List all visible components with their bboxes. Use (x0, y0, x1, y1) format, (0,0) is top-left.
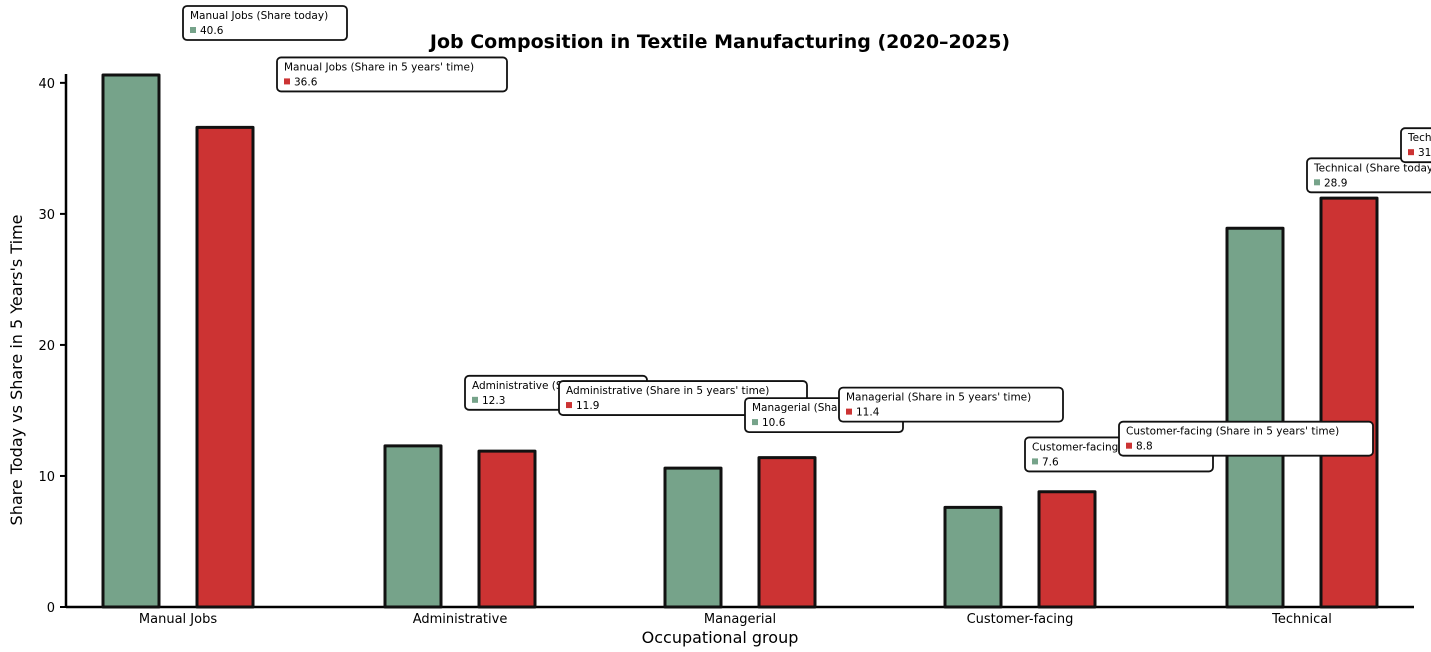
tooltip-value: 36.6 (294, 76, 318, 88)
tooltip-title: Manual Jobs (Share today) (190, 10, 328, 22)
tooltip-value: 31.2 (1418, 147, 1431, 159)
legend-swatch (752, 419, 758, 426)
bar-technical-s0[interactable] (1225, 226, 1285, 609)
tooltip-box (182, 5, 348, 41)
tooltip-value: 10.6 (762, 417, 786, 429)
legend-swatch (284, 78, 290, 85)
data-label-tooltip: Managerial (Share in 5 years' time) 11.4 (838, 386, 1064, 423)
y-tick-label: 40 (38, 77, 55, 92)
y-axis-label: Share Today vs Share in 5 Years's Time (7, 215, 26, 526)
legend-swatch (1408, 149, 1414, 156)
tooltip-title: Manual Jobs (Share in 5 years' time) (284, 61, 474, 73)
tooltip-box (1118, 420, 1374, 457)
data-label-tooltip: Manual Jobs (Share today) 40.6 (182, 5, 348, 41)
tooltip-value: 8.8 (1136, 441, 1153, 453)
bar-customer-facing-s0[interactable] (943, 505, 1003, 609)
tooltip-value: 7.6 (1042, 456, 1059, 468)
legend-swatch (190, 27, 196, 33)
x-tick-label: Managerial (704, 612, 776, 627)
legend-swatch (1032, 458, 1038, 465)
x-tick-label: Manual Jobs (139, 612, 217, 627)
tooltip-title: Administrative (Share in 5 years' time) (566, 385, 769, 397)
data-label-tooltip: Customer-facing (Share in 5 years' time)… (1118, 420, 1374, 457)
y-tick-label: 0 (47, 601, 55, 616)
tooltip-value: 12.3 (482, 395, 505, 407)
x-tick-label: Technical (1271, 612, 1332, 627)
tooltip-value: 28.9 (1324, 177, 1347, 189)
data-label-tooltip: Manual Jobs (Share in 5 years' time) 36.6 (276, 56, 508, 93)
tooltip-value: 40.6 (200, 25, 224, 37)
chart-title: Job Composition in Textile Manufacturing… (428, 31, 1010, 53)
legend-swatch (846, 408, 852, 415)
data-label-tooltip: Technical (Share today) 28.9 (1306, 157, 1431, 194)
tooltip-title: Technical (Share today) (1313, 162, 1431, 174)
tooltip-value: 11.4 (856, 407, 880, 419)
bar-manual-jobs-s1[interactable] (195, 125, 255, 609)
legend-swatch (1314, 179, 1320, 186)
bar-managerial-s1[interactable] (757, 456, 817, 609)
bar-managerial-s0[interactable] (663, 466, 723, 609)
legend-swatch (566, 402, 572, 409)
y-tick-label: 30 (38, 208, 55, 223)
bar-technical-s1[interactable] (1319, 196, 1379, 609)
legend-swatch (472, 396, 478, 403)
x-tick-label: Administrative (413, 612, 508, 627)
bar-administrative-s0[interactable] (383, 444, 443, 609)
tooltip-title: Customer-facing (Share in 5 years' time) (1126, 426, 1339, 438)
bar-manual-jobs-s0[interactable] (101, 73, 161, 609)
tooltip-box (838, 386, 1064, 423)
tooltip-title: Technical (Share in 5 years' time) (1407, 132, 1431, 144)
y-tick-label: 10 (38, 470, 55, 485)
y-tick-label: 20 (38, 339, 55, 354)
x-axis-label: Occupational group (642, 628, 799, 647)
tooltip-value: 11.9 (576, 400, 599, 412)
legend-swatch (1126, 442, 1132, 449)
tooltip-title: Managerial (Share in 5 years' time) (846, 392, 1031, 404)
bar-customer-facing-s1[interactable] (1037, 490, 1097, 609)
tooltip-box (1306, 157, 1431, 194)
bar-administrative-s1[interactable] (477, 449, 537, 609)
data-label-tooltip: Technical (Share in 5 years' time) 31.2 (1400, 127, 1431, 164)
x-tick-label: Customer-facing (967, 612, 1074, 627)
tooltip-box (276, 56, 508, 93)
